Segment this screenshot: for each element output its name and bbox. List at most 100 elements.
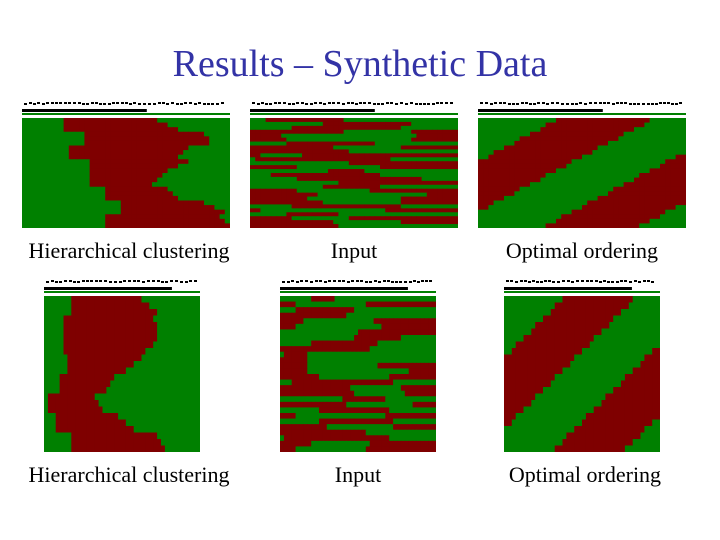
heatmap-cell: [260, 204, 267, 209]
heatmap-cell: [312, 125, 319, 131]
heatmap-cell: [675, 173, 682, 179]
heatmap-cell: [105, 136, 111, 142]
heatmap-cell: [571, 200, 578, 206]
heatmap-cell: [162, 173, 169, 179]
heatmap-cell: [597, 136, 604, 142]
heatmap-cell: [437, 220, 443, 225]
heatmap-cell: [224, 122, 230, 128]
heatmap-cell: [406, 141, 412, 146]
heatmap-cell: [395, 173, 402, 178]
heatmap-cell: [315, 351, 320, 358]
heatmap-cell: [90, 439, 96, 446]
heatmap-cell: [145, 393, 150, 401]
heatmap-cell: [348, 121, 355, 127]
heatmap-cell: [299, 329, 304, 336]
heatmap-cell: [55, 387, 61, 394]
heatmap-cell: [364, 180, 371, 186]
heatmap-cell: [618, 191, 625, 197]
heatmap-cell: [146, 163, 153, 169]
heatmap-cell: [110, 354, 115, 362]
heatmap-cell: [322, 192, 329, 198]
heatmap-cell: [509, 140, 515, 146]
heatmap-cell: [94, 163, 101, 169]
heatmap-cell: [172, 131, 179, 137]
heatmap-cell: [311, 390, 316, 397]
heatmap-cell: [390, 121, 397, 127]
heatmap-cell: [98, 309, 103, 316]
heatmap-cell: [550, 122, 557, 128]
heatmap-cell: [426, 118, 433, 123]
heatmap-cell: [623, 163, 630, 169]
heatmap-cell: [524, 140, 531, 146]
heatmap-cell: [524, 163, 531, 169]
heatmap-cell: [136, 154, 143, 160]
heatmap-cell: [311, 396, 316, 403]
heatmap-cell: [193, 200, 200, 206]
heatmap-cell: [359, 137, 365, 143]
heatmap-cell: [412, 346, 417, 353]
heatmap-cell: [168, 439, 174, 446]
heatmap-cell: [385, 204, 391, 209]
heatmap-cell: [287, 318, 293, 325]
heatmap-cell: [58, 200, 65, 206]
heatmap-cell: [164, 406, 170, 414]
header-tick: [296, 102, 299, 104]
heatmap-cell: [566, 136, 573, 142]
heatmap-cell: [416, 129, 423, 135]
heatmap-cell: [192, 296, 197, 303]
heatmap-cell: [63, 328, 68, 336]
heatmap-cell: [291, 125, 298, 131]
heatmap-cell: [183, 140, 189, 146]
heatmap-cell: [315, 340, 320, 347]
heatmap-cell: [571, 163, 578, 169]
heatmap-cell: [164, 341, 170, 349]
heatmap-cell: [74, 140, 80, 146]
heatmap-cell: [168, 387, 174, 394]
heatmap-cell: [592, 209, 599, 215]
heatmap-cell: [602, 223, 609, 228]
heatmap-cell: [675, 145, 682, 151]
heatmap-cell: [133, 387, 139, 394]
heatmap-cell: [153, 374, 158, 381]
heatmap-cell: [334, 329, 339, 336]
heatmap-cell: [83, 387, 88, 394]
heatmap-cell: [334, 385, 339, 392]
heatmap-svg: [22, 102, 230, 228]
heatmap-cell: [330, 385, 336, 392]
heatmap-cell: [164, 315, 170, 323]
heatmap-cell: [411, 141, 417, 146]
heatmap-cell: [411, 192, 417, 198]
heatmap-cell: [315, 346, 320, 353]
heatmap-cell: [47, 400, 53, 407]
heatmap-cell: [214, 218, 221, 224]
heatmap-cell: [660, 191, 666, 197]
heatmap-cell: [416, 196, 423, 201]
heatmap-cell: [67, 296, 72, 303]
heatmap-cell: [162, 209, 169, 215]
header-tick: [533, 103, 536, 105]
heatmap-cell: [161, 361, 166, 368]
heatmap-cell: [152, 145, 158, 151]
heatmap-cell: [188, 426, 193, 433]
heatmap-cell: [670, 154, 677, 160]
heatmap-cell: [192, 348, 197, 355]
heatmap-cell: [161, 393, 166, 401]
heatmap-cell: [540, 177, 547, 183]
header-tick: [51, 280, 54, 282]
heatmap-cell: [426, 157, 433, 162]
heatmap-cell: [153, 302, 158, 310]
heatmap-cell: [315, 335, 320, 342]
heatmap-cell: [299, 396, 304, 403]
heatmap-cell: [365, 318, 371, 325]
heatmap-cell: [328, 196, 334, 201]
heatmap-cell: [265, 169, 272, 174]
heatmap-cell: [364, 125, 371, 131]
heatmap-cell: [311, 340, 316, 347]
heatmap-cell: [400, 121, 407, 127]
heatmap-cell: [89, 154, 96, 160]
heatmap-cell: [381, 335, 386, 342]
heatmap-cell: [102, 380, 107, 388]
heatmap-cell: [149, 400, 154, 407]
heatmap-cell: [319, 362, 324, 369]
heatmap-cell: [307, 362, 312, 369]
